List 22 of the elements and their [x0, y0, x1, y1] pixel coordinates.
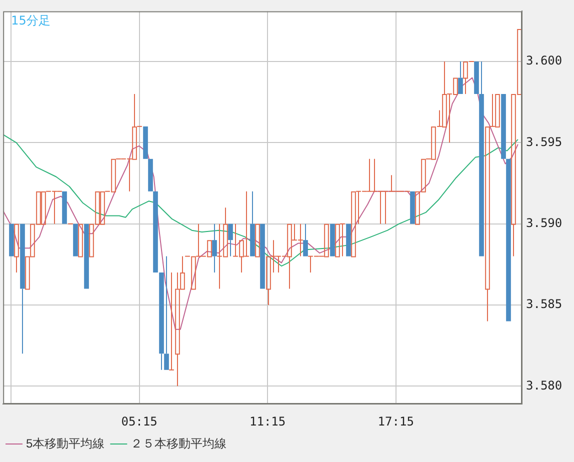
x-tick-label: 11:15 [250, 414, 286, 428]
candlestick [212, 223, 217, 274]
candlestick [479, 61, 484, 256]
x-tick-label: 17:15 [378, 414, 414, 428]
y-tick-label: 3.590 [526, 216, 562, 230]
candlestick [168, 272, 174, 370]
candlestick [20, 224, 25, 354]
candlestick [250, 190, 255, 256]
x-tick-label: 05:15 [121, 414, 158, 428]
candlestick [159, 272, 164, 370]
legend-label: 5本移動平均線 [26, 436, 105, 450]
candlestick [164, 256, 169, 370]
candlestick [458, 61, 463, 94]
y-tick-label: 3.595 [526, 134, 562, 149]
y-tick-label: 3.585 [526, 297, 562, 312]
legend-label: ２５本移動平均線 [130, 436, 227, 450]
candlestick [303, 223, 308, 256]
candlestick [228, 224, 233, 257]
y-tick-label: 3.600 [526, 54, 562, 68]
chart-title: 15分足 [11, 13, 50, 28]
candlestick [14, 224, 19, 274]
y-tick-label: 3.580 [526, 378, 562, 392]
